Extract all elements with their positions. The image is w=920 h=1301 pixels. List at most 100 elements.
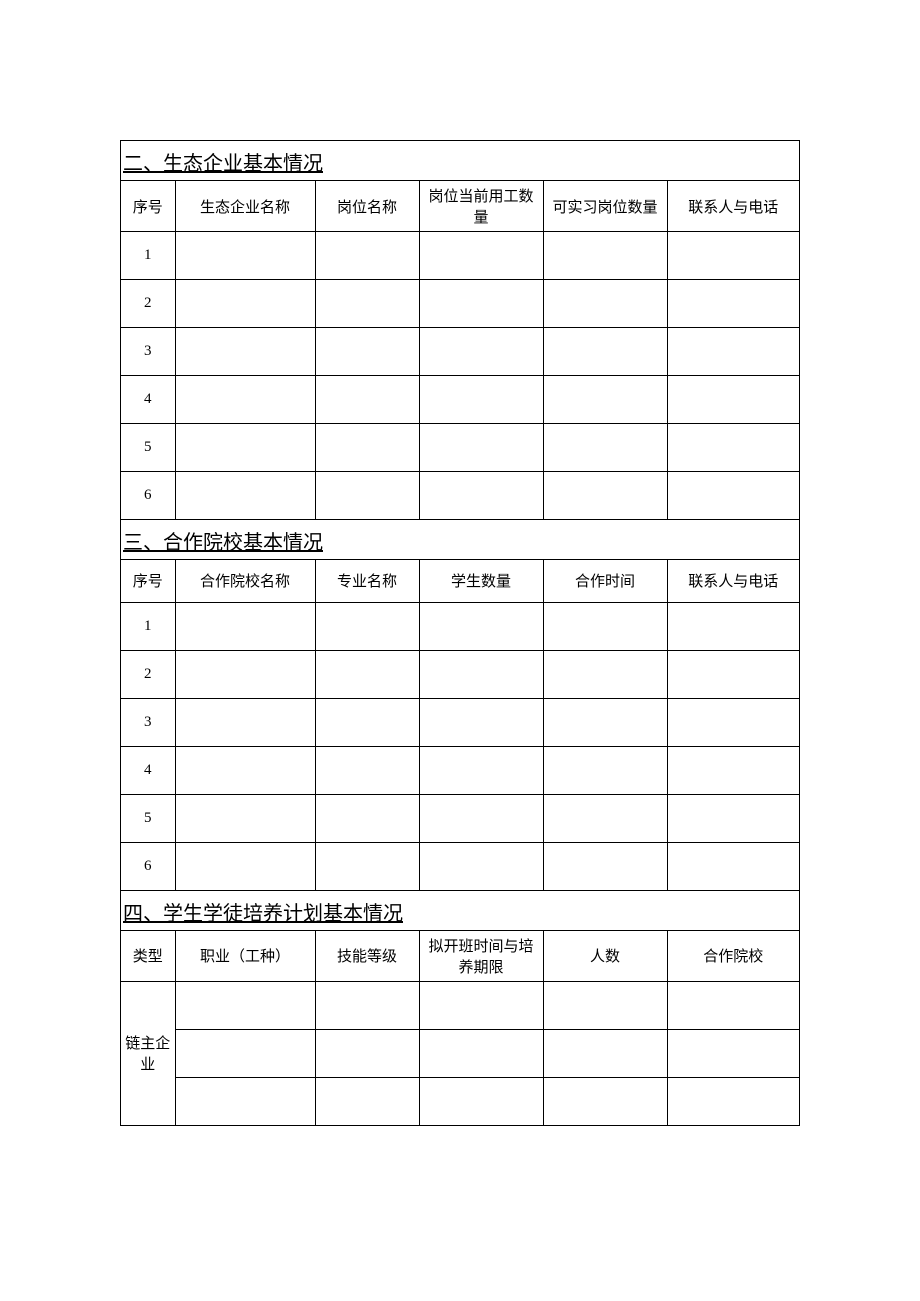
table-row: 5: [121, 794, 799, 842]
cell: [667, 794, 799, 842]
table-header-row: 类型 职业（工种） 技能等级 拟开班时间与培养期限 人数 合作院校: [121, 931, 799, 982]
col-header: 联系人与电话: [667, 181, 799, 232]
cell: [543, 698, 667, 746]
row-number: 5: [121, 794, 175, 842]
cell: [543, 794, 667, 842]
table-header-row: 序号 生态企业名称 岗位名称 岗位当前用工数量 可实习岗位数量 联系人与电话: [121, 181, 799, 232]
cell: [667, 424, 799, 472]
col-header: 类型: [121, 931, 175, 982]
cell: [315, 472, 419, 520]
table-row: [121, 1077, 799, 1125]
cell: [315, 232, 419, 280]
row-number: 2: [121, 280, 175, 328]
ecological-enterprise-table: 序号 生态企业名称 岗位名称 岗位当前用工数量 可实习岗位数量 联系人与电话 1…: [121, 181, 799, 520]
cell: [419, 1029, 543, 1077]
col-header: 合作院校: [667, 931, 799, 982]
table-row: 4: [121, 376, 799, 424]
section-2-title: 二、生态企业基本情况: [121, 141, 799, 181]
cell: [175, 328, 315, 376]
cell: [543, 602, 667, 650]
table-row: 2: [121, 650, 799, 698]
cell: [543, 472, 667, 520]
cell: [175, 232, 315, 280]
cell: [419, 794, 543, 842]
col-header: 职业（工种）: [175, 931, 315, 982]
cell: [315, 794, 419, 842]
cell: [315, 981, 419, 1029]
col-header: 生态企业名称: [175, 181, 315, 232]
col-header: 拟开班时间与培养期限: [419, 931, 543, 982]
col-header: 合作院校名称: [175, 560, 315, 602]
cell: [667, 981, 799, 1029]
cell: [419, 602, 543, 650]
cell: [419, 746, 543, 794]
cell: [175, 280, 315, 328]
col-header: 联系人与电话: [667, 560, 799, 602]
cell: [315, 842, 419, 890]
table-header-row: 序号 合作院校名称 专业名称 学生数量 合作时间 联系人与电话: [121, 560, 799, 602]
col-header: 人数: [543, 931, 667, 982]
partner-school-table: 序号 合作院校名称 专业名称 学生数量 合作时间 联系人与电话 1 2: [121, 560, 799, 891]
row-number: 6: [121, 842, 175, 890]
col-header: 序号: [121, 181, 175, 232]
cell: [667, 602, 799, 650]
cell: [175, 794, 315, 842]
col-header: 可实习岗位数量: [543, 181, 667, 232]
cell: [667, 650, 799, 698]
cell: [315, 328, 419, 376]
cell: [543, 842, 667, 890]
section-4-title: 四、学生学徒培养计划基本情况: [121, 891, 799, 931]
cell: [175, 376, 315, 424]
cell: [175, 650, 315, 698]
row-number: 6: [121, 472, 175, 520]
row-number: 1: [121, 232, 175, 280]
cell: [175, 842, 315, 890]
training-plan-table: 类型 职业（工种） 技能等级 拟开班时间与培养期限 人数 合作院校 链主企业: [121, 931, 799, 1126]
cell: [419, 698, 543, 746]
col-header: 岗位当前用工数量: [419, 181, 543, 232]
cell: [419, 472, 543, 520]
table-row: 6: [121, 842, 799, 890]
cell: [315, 376, 419, 424]
row-number: 4: [121, 746, 175, 794]
cell: [667, 842, 799, 890]
col-header: 专业名称: [315, 560, 419, 602]
cell: [315, 746, 419, 794]
cell: [175, 698, 315, 746]
cell: [667, 746, 799, 794]
cell: [667, 376, 799, 424]
cell: [175, 981, 315, 1029]
col-header: 技能等级: [315, 931, 419, 982]
cell: [419, 981, 543, 1029]
cell: [315, 602, 419, 650]
cell: [543, 232, 667, 280]
cell: [543, 981, 667, 1029]
cell: [667, 1077, 799, 1125]
cell: [543, 280, 667, 328]
col-header: 岗位名称: [315, 181, 419, 232]
cell: [315, 698, 419, 746]
table-row: 链主企业: [121, 981, 799, 1029]
cell: [543, 1029, 667, 1077]
section-3-title: 三、合作院校基本情况: [121, 520, 799, 560]
cell: [419, 650, 543, 698]
table-row: 2: [121, 280, 799, 328]
cell: [175, 472, 315, 520]
cell: [543, 1077, 667, 1125]
cell: [667, 232, 799, 280]
row-number: 3: [121, 328, 175, 376]
cell: [667, 280, 799, 328]
table-row: 1: [121, 232, 799, 280]
table-row: 6: [121, 472, 799, 520]
cell: [543, 376, 667, 424]
cell: [175, 1029, 315, 1077]
table-row: 3: [121, 328, 799, 376]
table-row: 5: [121, 424, 799, 472]
cell: [667, 698, 799, 746]
cell: [543, 650, 667, 698]
table-row: 1: [121, 602, 799, 650]
cell: [543, 424, 667, 472]
cell: [543, 328, 667, 376]
cell: [175, 746, 315, 794]
cell: [419, 328, 543, 376]
